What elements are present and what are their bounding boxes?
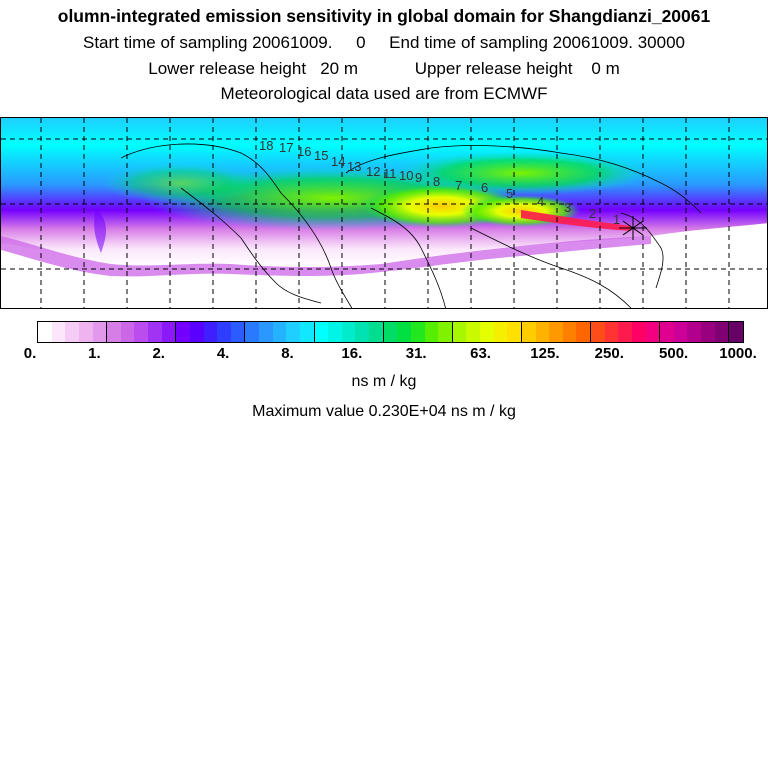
star-marker <box>619 216 647 240</box>
trajectory-label: 1 <box>613 212 620 227</box>
colorbar-segment <box>245 322 259 342</box>
colorbar-segment <box>591 322 605 342</box>
colorbar-segment <box>299 322 315 342</box>
colorbar-tick-label: 250. <box>594 345 624 362</box>
colorbar-segment <box>355 322 369 342</box>
colorbar-segment <box>203 322 218 342</box>
colorbar-segment <box>38 322 52 342</box>
colorbar-segment <box>466 322 480 342</box>
trajectory-label: 10 <box>399 168 413 183</box>
colorbar-tick-label: 1. <box>88 345 101 362</box>
colorbar-segment <box>452 322 467 342</box>
sampling-time-line: Start time of sampling 20061009. 0 End t… <box>83 33 685 52</box>
colorbar-tick-label: 63. <box>470 345 491 362</box>
colorbar-segment <box>259 322 273 342</box>
release-height-line: Lower release height 20 m Upper release … <box>148 59 620 78</box>
trajectory-label: 17 <box>279 140 293 155</box>
colorbar-segment <box>631 322 646 342</box>
colorbar-segment <box>161 322 177 342</box>
colorbar-segment <box>714 322 730 342</box>
colorbar-segment <box>176 322 190 342</box>
colorbar-segment <box>701 322 715 342</box>
colorbar-segment <box>507 322 522 342</box>
colorbar-segment <box>65 322 79 342</box>
trajectory-label: 12 <box>366 164 380 179</box>
plume-core <box>521 210 631 231</box>
trajectory-label: 11 <box>383 166 397 181</box>
maximum-value-label: Maximum value 0.230E+04 ns m / kg <box>252 403 516 420</box>
colorbar-segment <box>397 322 411 342</box>
coastlines <box>120 143 702 308</box>
trajectory-label: 3 <box>564 200 571 215</box>
colorbar-segment <box>687 322 701 342</box>
trajectory-label: 13 <box>347 159 361 174</box>
colorbar-segment <box>107 322 121 342</box>
colorbar-tick-label: 500. <box>659 345 689 362</box>
colorbar-segment <box>189 322 204 342</box>
trajectory-label: 4 <box>537 194 544 209</box>
colorbar-tick-label: 125. <box>530 345 560 362</box>
map-title: olumn-integrated emission sensitivity in… <box>57 6 711 26</box>
colorbar-segment <box>230 322 246 342</box>
colorbar-segment <box>314 322 329 342</box>
trajectory-label: 16 <box>297 144 311 159</box>
trajectory-label: 2 <box>589 206 596 221</box>
trajectory-label: 18 <box>259 138 273 153</box>
colorbar-tick-label: 1000. <box>719 345 757 362</box>
colorbar-segment <box>549 322 563 342</box>
colorbar-tick-label: 4. <box>216 345 230 362</box>
colorbar-tick-label: 2. <box>152 345 165 362</box>
colorbar-segment <box>576 322 591 342</box>
colorbar-segment <box>341 322 356 342</box>
colorbar-segment <box>369 322 384 342</box>
trajectory-label: 9 <box>415 170 422 185</box>
colorbar-tick-label: 16. <box>341 345 363 362</box>
colorbar-segment <box>134 322 148 342</box>
colorbar-segment <box>148 322 162 342</box>
colorbar-segment <box>328 322 342 342</box>
trajectory-label: 15 <box>314 148 328 163</box>
colorbar-segment <box>424 322 439 342</box>
colorbar-tick-labels: 0. 1. 2. 4. 8. 16. 31. 63. 125. 250. 500. 1000. <box>0 345 768 365</box>
met-data-line: Meteorological data used are from ECMWF <box>220 84 548 103</box>
trajectory-label: 14 <box>331 154 345 169</box>
sensitivity-map: 18 17 16 15 14 13 12 11 10 9 8 7 6 5 4 3 2 1 <box>0 117 768 309</box>
trajectory-label: 6 <box>481 180 488 195</box>
colorbar-segment <box>618 322 632 342</box>
colorbar-segment <box>493 322 508 342</box>
colorbar-segment <box>729 322 743 342</box>
colorbar-segment <box>673 322 688 342</box>
colorbar-segment <box>645 322 661 342</box>
colorbar-segment <box>272 322 287 342</box>
colorbar-tick-label: 8. <box>281 345 294 362</box>
colorbar-segment <box>604 322 619 342</box>
colorbar-segment <box>92 322 108 342</box>
colorbar-segment <box>438 322 453 342</box>
trajectory-label: 7 <box>455 178 462 193</box>
colorbar-segment <box>51 322 66 342</box>
colorbar <box>37 321 744 343</box>
colorbar-tick-label: 31. <box>405 345 427 362</box>
colorbar-segment <box>535 322 550 342</box>
colorbar-segment <box>286 322 300 342</box>
trajectory-label: 8 <box>433 174 440 189</box>
colorbar-segment <box>660 322 674 342</box>
trajectory-label: 5 <box>506 186 513 201</box>
colorbar-segment <box>217 322 231 342</box>
colorbar-segment <box>562 322 577 342</box>
colorbar-segment <box>383 322 398 342</box>
colorbar-segment <box>480 322 494 342</box>
colorbar-segment <box>410 322 425 342</box>
colorbar-segment <box>521 322 536 342</box>
colorbar-segment <box>78 322 93 342</box>
colorbar-segment <box>120 322 135 342</box>
colorbar-unit-label: ns m / kg <box>351 373 417 390</box>
colorbar-tick-label: 0. <box>23 345 37 362</box>
graticule <box>1 118 767 308</box>
